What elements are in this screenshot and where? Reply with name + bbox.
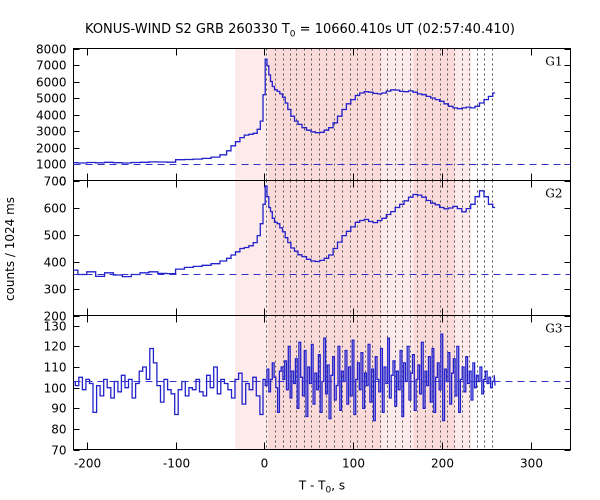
ytick-label-G2-1: 300 bbox=[44, 283, 67, 297]
ytick-label-G1-1: 1000 bbox=[36, 158, 67, 172]
xtick-label-2: 0 bbox=[261, 457, 269, 471]
background-level-group bbox=[73, 163, 571, 383]
xtick-label-4: 200 bbox=[431, 457, 454, 471]
ytick-label-G2-5: 700 bbox=[44, 175, 67, 189]
ytick-label-G1-6: 6000 bbox=[36, 76, 67, 90]
ytick-label-G1-3: 3000 bbox=[36, 125, 67, 139]
ytick-label-G2-3: 500 bbox=[44, 229, 67, 243]
page-title: KONUS-WIND S2 GRB 260330 T0 = 10660.410s… bbox=[0, 18, 600, 40]
panel-label-G2: G2 bbox=[545, 187, 562, 201]
shaded-interval-2 bbox=[381, 48, 414, 450]
y-axis-title: counts / 1024 ms bbox=[3, 197, 17, 301]
light-curve-G2 bbox=[73, 185, 496, 278]
ytick-label-G2-4: 600 bbox=[44, 202, 67, 216]
panel-label-G1: G1 bbox=[545, 55, 562, 69]
ytick-label-G3-3: 100 bbox=[44, 382, 67, 396]
panel-label-G3: G3 bbox=[545, 322, 562, 336]
light-curve-G3 bbox=[73, 333, 496, 422]
ytick-label-G2-2: 400 bbox=[44, 256, 67, 270]
xtick-label-3: 100 bbox=[342, 457, 365, 471]
ytick-label-G3-6: 130 bbox=[44, 320, 67, 334]
ytick-label-G1-0: 0 bbox=[59, 175, 67, 189]
xtick-label-0: -200 bbox=[74, 457, 101, 471]
ytick-label-G3-1: 80 bbox=[51, 423, 66, 437]
xtick-label-1: -100 bbox=[163, 457, 190, 471]
ytick-label-G1-5: 5000 bbox=[36, 92, 67, 106]
ytick-label-G3-4: 110 bbox=[44, 361, 67, 375]
ytick-label-G3-0: 70 bbox=[51, 444, 66, 458]
title-text: KONUS-WIND S2 GRB 260330 T0 = 10660.410s… bbox=[85, 22, 515, 40]
panel-frame-G3 bbox=[73, 315, 571, 450]
ytick-label-G3-5: 120 bbox=[44, 340, 67, 354]
light-curve-group bbox=[73, 58, 496, 422]
ytick-label-G1-7: 7000 bbox=[36, 59, 67, 73]
axis-labels-group: 010002000300040005000600070008000G120030… bbox=[3, 43, 563, 496]
ytick-label-G2-0: 200 bbox=[44, 310, 67, 324]
ytick-label-G3-2: 90 bbox=[51, 402, 66, 416]
xtick-label-5: 300 bbox=[520, 457, 543, 471]
ytick-label-G1-2: 2000 bbox=[36, 142, 67, 156]
ytick-label-G1-8: 8000 bbox=[36, 43, 67, 57]
x-axis-title: T - T0, s bbox=[298, 479, 345, 496]
ytick-label-G1-4: 4000 bbox=[36, 109, 67, 123]
light-curve-G1 bbox=[73, 58, 496, 164]
panel-frames-group bbox=[73, 48, 571, 450]
